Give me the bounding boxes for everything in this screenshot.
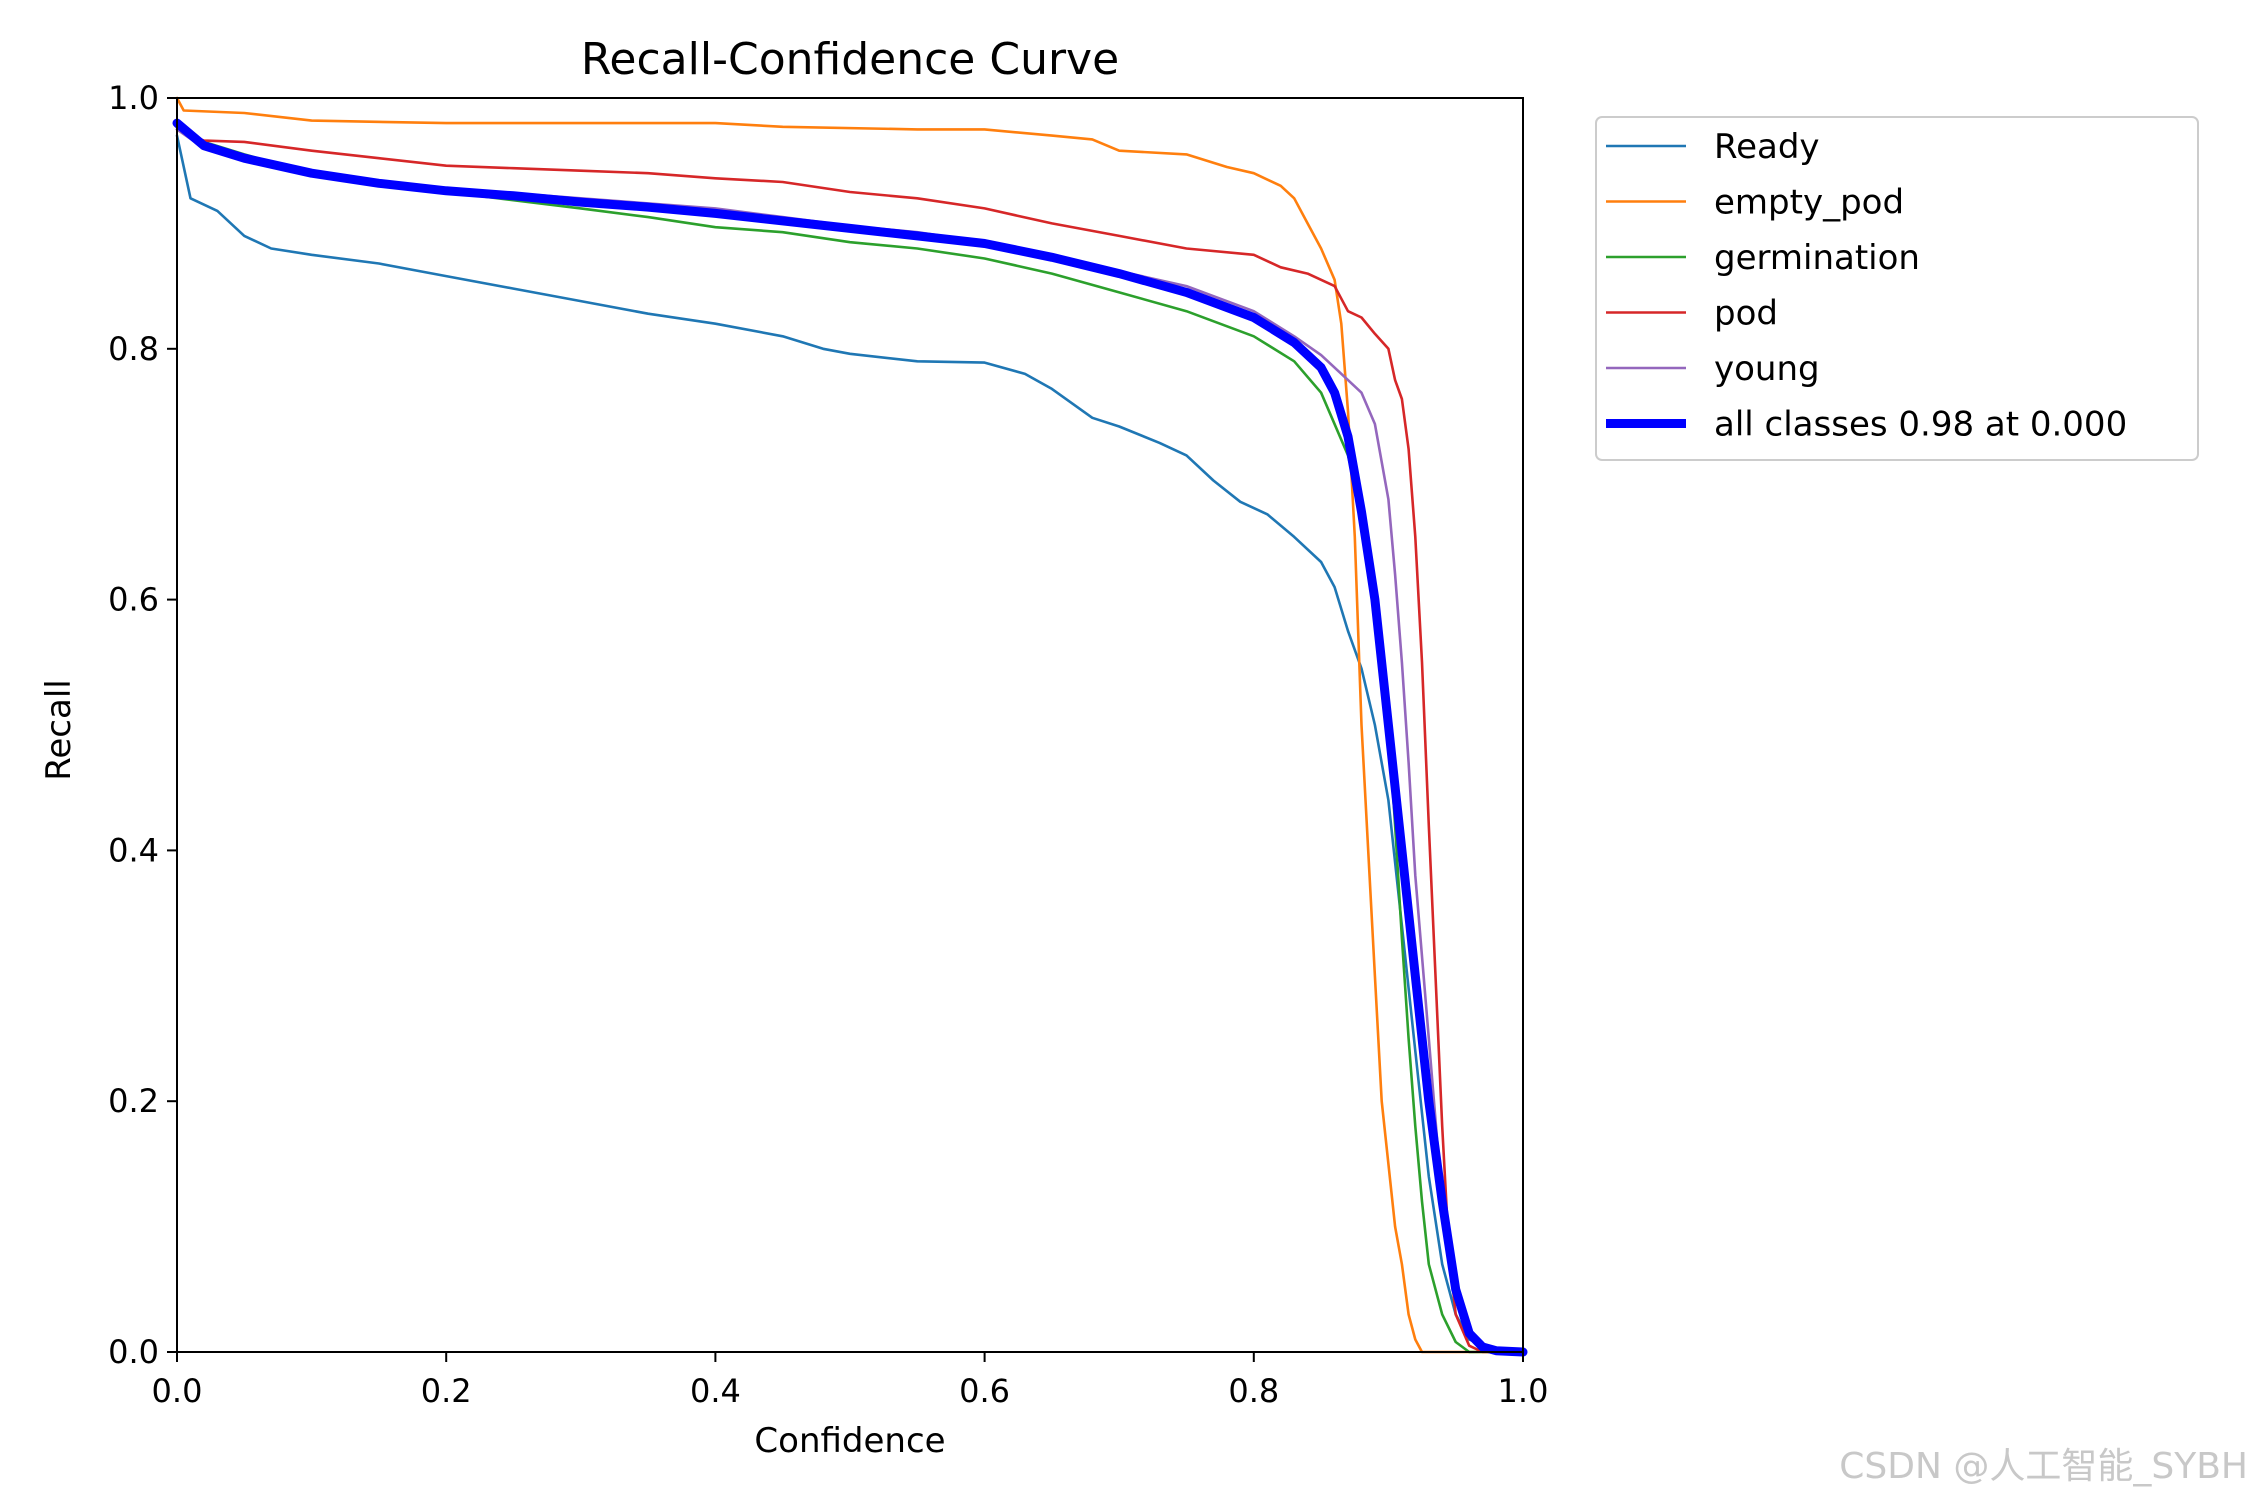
x-tick-label: 0.0	[152, 1372, 203, 1410]
y-axis-label: Recall	[39, 679, 79, 780]
x-tick-label: 0.2	[421, 1372, 472, 1410]
y-tick-label: 0.0	[108, 1333, 159, 1371]
legend-box	[1595, 116, 2199, 461]
x-axis-label: Confidence	[754, 1421, 945, 1461]
legend-entries: Ready empty_pod germination pod young all cla…	[1606, 127, 2127, 445]
x-tick-label: 0.4	[690, 1372, 741, 1410]
y-tick-label: 0.2	[108, 1082, 159, 1120]
plot-frame	[176, 97, 1524, 1353]
legend-label-3: pod	[1714, 294, 1778, 334]
legend-label-4: young	[1714, 349, 1820, 389]
y-tick-label: 1.0	[108, 79, 159, 117]
legend-label-2: germination	[1714, 238, 1920, 278]
legend: Ready empty_pod germination pod young all cla…	[1595, 116, 2199, 461]
plot-series	[172, 96, 1528, 1357]
x-tick-label: 1.0	[1498, 1372, 1549, 1410]
legend-label-5: all classes 0.98 at 0.000	[1714, 405, 2127, 445]
series-line-0	[175, 134, 1525, 1354]
y-axis: 0.0 0.2 0.4 0.6 0.8 1.0	[108, 79, 177, 1371]
y-tick-label: 0.6	[108, 581, 159, 619]
watermark-text: CSDN @人工智能_SYBH	[1839, 1446, 2248, 1487]
series-line-2	[175, 121, 1525, 1354]
x-axis: 0.0 0.2 0.4 0.6 0.8 1.0	[152, 1352, 1549, 1410]
legend-label-1: empty_pod	[1714, 183, 1904, 223]
x-tick-label: 0.8	[1228, 1372, 1279, 1410]
series-line-1	[175, 96, 1525, 1354]
series-line-3	[175, 128, 1525, 1354]
legend-label-0: Ready	[1714, 127, 1820, 167]
y-tick-label: 0.4	[108, 831, 159, 869]
chart-title: Recall-Confidence Curve	[581, 34, 1119, 85]
x-tick-label: 0.6	[959, 1372, 1010, 1410]
y-tick-label: 0.8	[108, 330, 159, 368]
series-line-5	[172, 118, 1528, 1357]
